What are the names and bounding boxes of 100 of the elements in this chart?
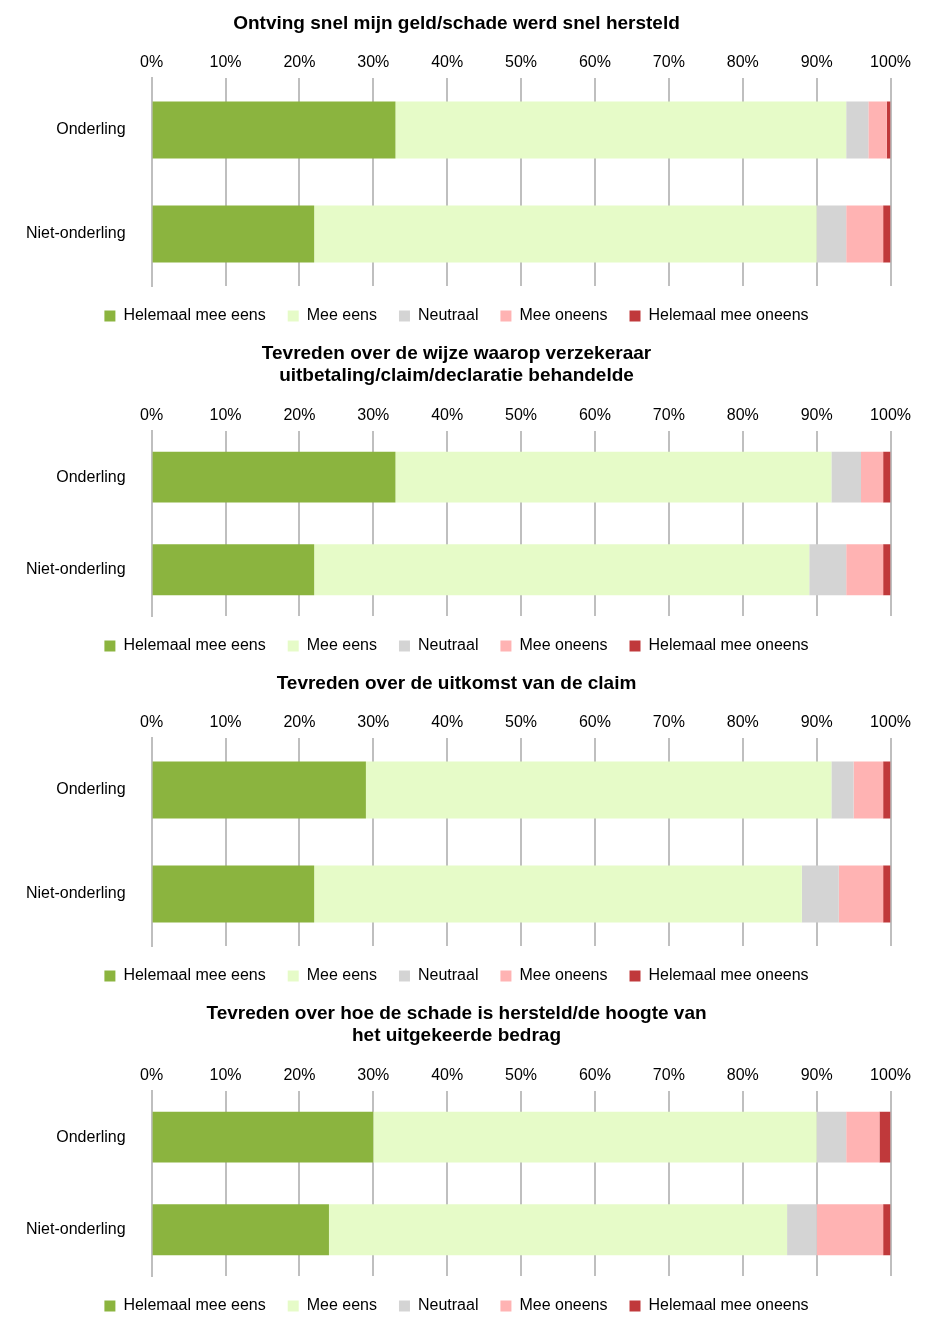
bar [373, 1111, 817, 1163]
legend-label: Mee eens [306, 966, 377, 984]
x-tick-label: 30% [357, 52, 390, 70]
y-tick-label: Onderling [56, 1127, 126, 1145]
bar [883, 451, 891, 503]
x-tick-label: 50% [505, 1065, 538, 1083]
chart-title: Tevreden over de wijze waarop verzekeraar uitbetaling/claim/declaratie behandelde [261, 341, 652, 386]
x-tick-label: 70% [652, 52, 685, 70]
bar [883, 761, 891, 819]
bar [152, 544, 315, 596]
bar [846, 1111, 880, 1163]
bar [846, 205, 884, 263]
legend-label: Mee oneens [519, 1296, 608, 1314]
legend-label: Helemaal mee eens [123, 966, 266, 984]
legend-label: Helemaal mee eens [123, 306, 266, 324]
bar [152, 865, 315, 923]
x-tick-label: 30% [357, 712, 390, 730]
legend-label: Helemaal mee eens [123, 636, 266, 654]
bar [152, 451, 396, 503]
x-tick-label: 30% [357, 405, 390, 423]
bar [816, 1204, 884, 1256]
x-tick-label: 100% [870, 405, 911, 423]
bar [816, 205, 847, 263]
x-tick-label: 30% [357, 1065, 390, 1083]
x-tick-label: 70% [652, 405, 685, 423]
x-tick-label: 0% [140, 712, 164, 730]
legend-label: Neutraal [417, 306, 479, 324]
x-tick-label: 10% [209, 1065, 242, 1083]
x-tick-label: 80% [726, 1065, 759, 1083]
y-tick-label: Onderling [56, 120, 126, 138]
x-tick-label: 0% [140, 1065, 164, 1083]
x-tick-label: 10% [209, 52, 242, 70]
x-tick-label: 40% [431, 405, 464, 423]
x-tick-label: 100% [870, 52, 911, 70]
bar [838, 865, 884, 923]
x-tick-label: 10% [209, 405, 242, 423]
y-tick-label: Onderling [56, 780, 126, 798]
legend-label: Helemaal mee oneens [648, 306, 809, 324]
bar [853, 761, 884, 819]
bar [831, 761, 854, 819]
bar [883, 865, 891, 923]
x-tick-label: 100% [870, 712, 911, 730]
bar [868, 101, 887, 159]
x-tick-label: 80% [726, 405, 759, 423]
chart-title: Ontving snel mijn geld/schade werd snel hersteld [233, 11, 680, 33]
y-tick-label: Niet-onderling [26, 1220, 126, 1238]
bar [152, 761, 366, 819]
bar [395, 451, 832, 503]
x-tick-label: 40% [431, 712, 464, 730]
legend-label: Helemaal mee oneens [648, 636, 809, 654]
legend-label: Helemaal mee eens [123, 1296, 266, 1314]
bar [879, 1111, 891, 1163]
x-tick-label: 40% [431, 1065, 464, 1083]
x-tick-label: 20% [283, 405, 316, 423]
x-tick-label: 90% [800, 712, 833, 730]
x-tick-label: 20% [283, 712, 316, 730]
x-tick-label: 20% [283, 52, 316, 70]
bar [152, 101, 396, 159]
legend-label: Helemaal mee oneens [648, 1296, 809, 1314]
x-tick-label: 50% [505, 405, 538, 423]
x-tick-label: 0% [140, 52, 164, 70]
bar [831, 451, 861, 503]
y-tick-label: Onderling [56, 467, 126, 485]
bar [152, 205, 315, 263]
legend-label: Helemaal mee oneens [648, 966, 809, 984]
bar [314, 205, 817, 263]
x-tick-label: 60% [578, 405, 611, 423]
chart-title: Tevreden over hoe de schade is hersteld/de hoogte van het uitgekeerde bedrag [206, 1001, 707, 1046]
legend-label: Neutraal [417, 636, 479, 654]
x-tick-label: 90% [800, 1065, 833, 1083]
legend-label: Mee eens [306, 636, 377, 654]
chart-title: Tevreden over de uitkomst van de claim [276, 671, 637, 693]
y-tick-label: Niet-onderling [26, 884, 126, 902]
bar [883, 544, 891, 596]
x-tick-label: 10% [209, 712, 242, 730]
x-tick-label: 70% [652, 1065, 685, 1083]
x-tick-label: 20% [283, 1065, 316, 1083]
y-tick-label: Niet-onderling [26, 560, 126, 578]
bar [846, 544, 884, 596]
bar [152, 1204, 329, 1256]
x-tick-label: 50% [505, 52, 538, 70]
bar [883, 205, 891, 263]
legend-label: Mee oneens [519, 306, 608, 324]
x-tick-label: 60% [578, 1065, 611, 1083]
bar [152, 1111, 374, 1163]
x-tick-label: 80% [726, 52, 759, 70]
bar [860, 451, 884, 503]
x-tick-label: 0% [140, 405, 164, 423]
x-tick-label: 90% [800, 52, 833, 70]
bar [883, 1204, 891, 1256]
y-tick-label: Niet-onderling [26, 224, 126, 242]
bar [328, 1204, 788, 1256]
x-tick-label: 50% [505, 712, 538, 730]
bar [314, 544, 810, 596]
bar [809, 544, 847, 596]
x-tick-label: 90% [800, 405, 833, 423]
bar [365, 761, 832, 819]
x-tick-label: 100% [870, 1065, 911, 1083]
x-tick-label: 40% [431, 52, 464, 70]
bar [787, 1204, 817, 1256]
